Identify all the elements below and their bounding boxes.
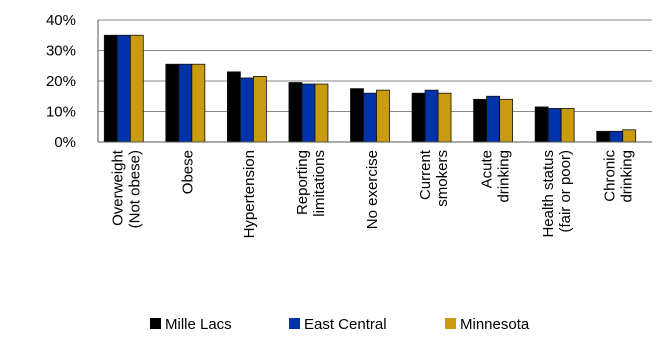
category-label: Health status xyxy=(540,150,557,238)
category-label: Hypertension xyxy=(241,150,258,238)
legend-swatch xyxy=(289,318,300,329)
y-tick-label: 30% xyxy=(46,43,76,60)
category-label: Overweight xyxy=(109,149,126,226)
category-label: No exercise xyxy=(364,150,381,229)
legend: Mille Lacs East Central Minnesota xyxy=(150,316,530,333)
bar-mille-lacs xyxy=(288,82,303,143)
bar-mille-lacs xyxy=(473,98,488,143)
bar-minnesota xyxy=(622,129,637,143)
legend-label: Mille Lacs xyxy=(165,316,232,333)
bar-minnesota xyxy=(437,92,452,143)
y-tick-label: 40% xyxy=(46,12,76,29)
category-label: Chronic xyxy=(602,150,619,202)
bar-east-central xyxy=(301,83,316,143)
category-label: (Not obese) xyxy=(126,150,143,228)
y-tick-label: 0% xyxy=(54,134,76,151)
category-label: Current xyxy=(417,149,434,200)
bar-east-central xyxy=(178,63,193,143)
legend-swatch xyxy=(150,318,161,329)
bar-minnesota xyxy=(560,108,575,143)
legend-label: Minnesota xyxy=(460,316,530,333)
category-label: limitations xyxy=(311,150,328,217)
y-tick-label: 10% xyxy=(46,104,76,121)
bar-minnesota xyxy=(252,76,267,143)
bar-east-central xyxy=(547,108,562,143)
category-label: Acute xyxy=(479,150,496,188)
category-label: (fair or poor) xyxy=(557,150,574,233)
category-label: drinking xyxy=(496,150,513,203)
bar-east-central xyxy=(116,34,131,143)
bar-east-central xyxy=(239,77,254,143)
bar-east-central xyxy=(424,89,439,143)
category-label: drinking xyxy=(619,150,636,203)
bar-mille-lacs xyxy=(103,34,118,143)
bar-mille-lacs xyxy=(596,130,611,143)
bars xyxy=(103,34,637,143)
bar-minnesota xyxy=(129,34,144,143)
bar-east-central xyxy=(486,95,501,143)
legend-swatch xyxy=(445,318,456,329)
bar-minnesota xyxy=(314,83,329,143)
bar-mille-lacs xyxy=(350,88,364,143)
bar-east-central xyxy=(363,92,377,143)
bar-minnesota xyxy=(376,89,390,143)
bar-mille-lacs xyxy=(165,63,180,143)
category-label: smokers xyxy=(434,150,451,207)
y-axis-ticks: 0% 10% 20% 30% 40% xyxy=(46,12,76,151)
bar-minnesota xyxy=(191,63,206,143)
bar-mille-lacs xyxy=(411,92,426,143)
legend-label: East Central xyxy=(304,316,387,333)
category-label: Reporting xyxy=(294,150,311,215)
category-labels: Overweight (Not obese) Obese Hypertension Re… xyxy=(109,149,635,238)
category-label: Obese xyxy=(179,150,196,194)
bar-east-central xyxy=(609,130,624,143)
bar-mille-lacs xyxy=(534,106,549,143)
y-tick-label: 20% xyxy=(46,73,76,90)
bar-minnesota xyxy=(499,98,514,143)
bar-mille-lacs xyxy=(226,71,241,143)
